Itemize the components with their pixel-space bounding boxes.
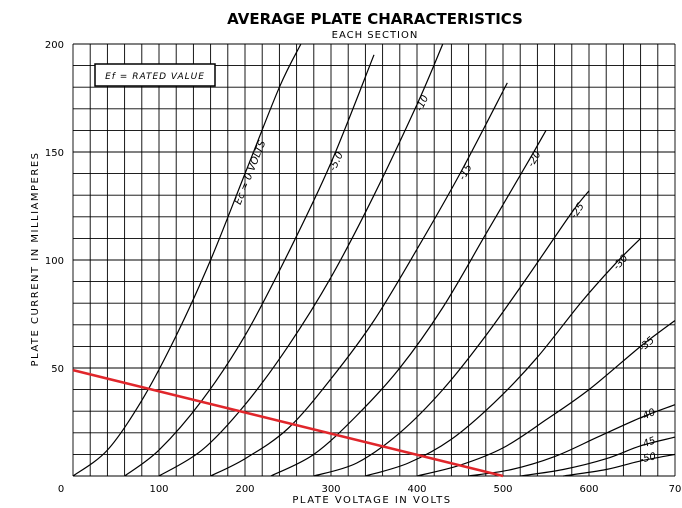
- curve-line: [468, 404, 676, 477]
- note-text: Ef = RATED VALUE: [105, 72, 205, 82]
- curve-line: [124, 54, 375, 477]
- curve-label: -50: [639, 451, 658, 466]
- x-tick-label: 300: [321, 484, 340, 495]
- curve-label: -45: [638, 435, 657, 451]
- x-tick-label: 70: [669, 484, 682, 495]
- load-line: [72, 368, 504, 478]
- grid-lines: [72, 43, 676, 477]
- x-tick-label: 600: [579, 484, 598, 495]
- note-box: Ef = RATED VALUE: [94, 63, 216, 87]
- curve-label: -20: [526, 150, 544, 170]
- curve-label: -15: [457, 163, 475, 183]
- curve-line: [365, 237, 642, 477]
- curve-line: [416, 320, 676, 477]
- y-tick-labels: 50 100 150 200: [45, 40, 64, 375]
- curve-line: [563, 453, 676, 477]
- x-tick-label: 200: [235, 484, 254, 495]
- curve-line: [210, 82, 508, 477]
- y-axis-label: PLATE CURRENT IN MILLIAMPERES: [30, 152, 41, 367]
- y-tick-label: 200: [45, 40, 64, 51]
- curve-line: [520, 436, 676, 477]
- curve-line: [313, 190, 590, 477]
- x-tick-label: 100: [149, 484, 168, 495]
- chart-subtitle: EACH SECTION: [332, 30, 419, 41]
- curve-line: [72, 43, 302, 477]
- note-box-frame: [94, 63, 216, 87]
- x-axis-label: PLATE VOLTAGE IN VOLTS: [292, 495, 451, 506]
- x-tick-label: 500: [493, 484, 512, 495]
- chart-title: AVERAGE PLATE CHARACTERISTICS: [227, 10, 523, 28]
- curve-label: -30: [611, 253, 630, 273]
- x-tick-labels: 0 100 200 300 400 500 600 70: [58, 484, 682, 495]
- curve-label: Ec = 0 VOLTS: [233, 138, 269, 206]
- curve-label: -25: [569, 201, 587, 221]
- load-line-group: [72, 368, 504, 478]
- y-tick-label: 50: [51, 364, 64, 375]
- curve-line: [270, 130, 547, 477]
- y-tick-label: 100: [45, 256, 64, 267]
- y-tick-label: 150: [45, 148, 64, 159]
- curve-line: [158, 43, 444, 477]
- curve-label: -35: [637, 335, 657, 354]
- x-tick-label: 400: [407, 484, 426, 495]
- curve-label: -5.0: [328, 151, 346, 173]
- x-tick-label: 0: [58, 484, 64, 495]
- characteristic-curves: [72, 43, 676, 477]
